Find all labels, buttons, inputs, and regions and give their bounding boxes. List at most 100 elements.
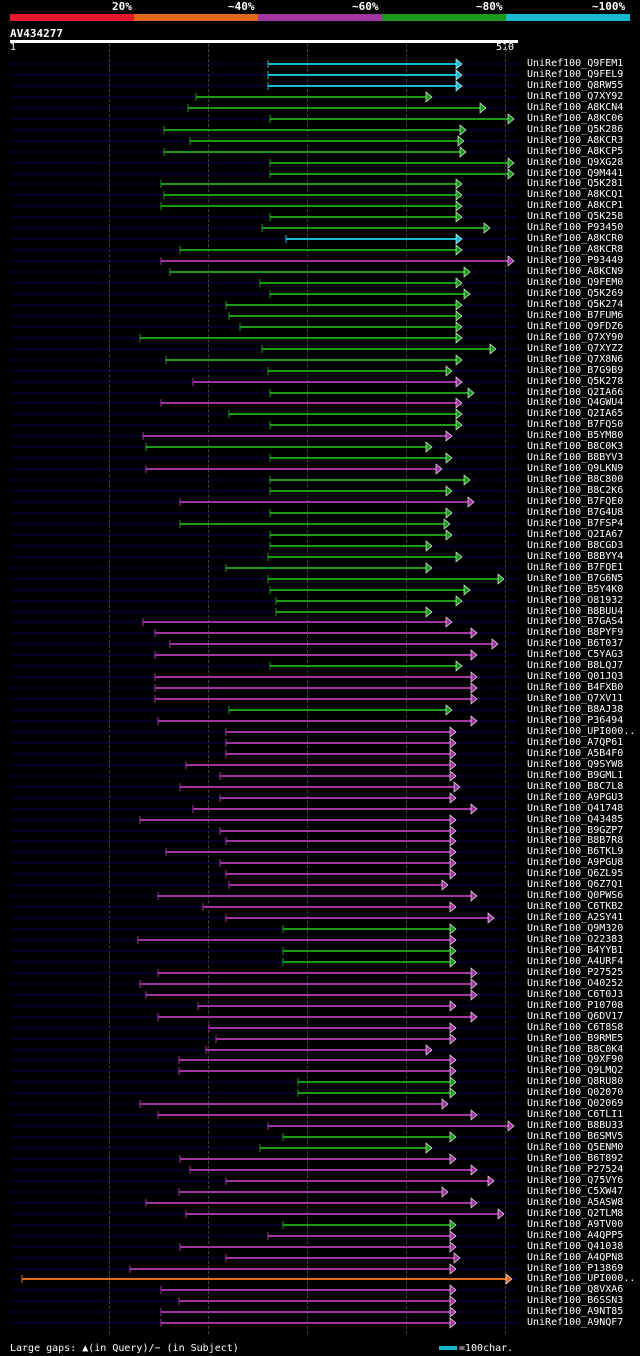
hit-name[interactable]: UniRef100_B8AJ38 <box>527 704 624 715</box>
hit-name[interactable]: UniRef100_B8BU33 <box>527 1120 624 1131</box>
hit-name[interactable]: UniRef100_Q41748 <box>527 803 624 814</box>
hit-name[interactable]: UniRef100_A8KCQ1 <box>527 189 624 200</box>
hit-name[interactable]: UniRef100_Q43485 <box>527 814 624 825</box>
hit-name[interactable]: UniRef100_A8KCN4 <box>527 102 624 113</box>
hit-name[interactable]: UniRef100_A8KC06 <box>527 113 624 124</box>
hit-name[interactable]: UniRef100_Q9LKN9 <box>527 463 624 474</box>
hit-name[interactable]: UniRef100_Q7X8N6 <box>527 354 624 365</box>
hit-name[interactable]: UniRef100_C6T8S8 <box>527 1022 624 1033</box>
hit-name[interactable]: UniRef100_A9NT85 <box>527 1306 624 1317</box>
hit-name[interactable]: UniRef100_Q7XV11 <box>527 693 624 704</box>
hit-name[interactable]: UniRef100_Q5ENM0 <box>527 1142 624 1153</box>
hit-name[interactable]: UniRef100_Q5K286 <box>527 124 624 135</box>
hit-name[interactable]: UniRef100_C6TLI1 <box>527 1109 624 1120</box>
hit-name[interactable]: UniRef100_Q41038 <box>527 1241 624 1252</box>
hit-name[interactable]: UniRef100_Q7XYZ2 <box>527 343 624 354</box>
hit-name[interactable]: UniRef100_P93449 <box>527 255 624 266</box>
hit-name[interactable]: UniRef100_B7G6N5 <box>527 573 624 584</box>
hit-name[interactable]: UniRef100_C6TKB2 <box>527 901 624 912</box>
hit-name[interactable]: UniRef100_Q2IA65 <box>527 408 624 419</box>
hit-name[interactable]: UniRef100_B5YM80 <box>527 430 624 441</box>
hit-name[interactable]: UniRef100_P10708 <box>527 1000 624 1011</box>
hit-name[interactable]: UniRef100_A9TV00 <box>527 1219 624 1230</box>
hit-name[interactable]: UniRef100_B7G9B9 <box>527 365 624 376</box>
hit-name[interactable]: UniRef100_A9NQF7 <box>527 1317 624 1328</box>
hit-name[interactable]: UniRef100_A5ASW8 <box>527 1197 624 1208</box>
hit-name[interactable]: UniRef100_B8C0K4 <box>527 1044 624 1055</box>
hit-name[interactable]: UniRef100_Q5K281 <box>527 178 624 189</box>
hit-name[interactable]: UniRef100_B8PYF9 <box>527 627 624 638</box>
hit-name[interactable]: UniRef100_Q2IA67 <box>527 529 624 540</box>
hit-name[interactable]: UniRef100_Q5K274 <box>527 299 624 310</box>
hit-name[interactable]: UniRef100_B8C800 <box>527 474 624 485</box>
hit-name[interactable]: UniRef100_Q01JQ3 <box>527 671 624 682</box>
hit-name[interactable]: UniRef100_B6T037 <box>527 638 624 649</box>
hit-name[interactable]: UniRef100_Q6DV17 <box>527 1011 624 1022</box>
hit-name[interactable]: UniRef100_Q2TLM8 <box>527 1208 624 1219</box>
hit-name[interactable]: UniRef100_Q6ZL95 <box>527 868 624 879</box>
hit-name[interactable]: UniRef100_Q9FEL9 <box>527 69 624 80</box>
hit-name[interactable]: UniRef100_B6T892 <box>527 1153 624 1164</box>
hit-name[interactable]: UniRef100_C5XW47 <box>527 1186 624 1197</box>
hit-name[interactable]: UniRef100_B8C0K3 <box>527 441 624 452</box>
hit-name[interactable]: UniRef100_B5Y4K0 <box>527 584 624 595</box>
hit-name[interactable]: UniRef100_B8B7R8 <box>527 835 624 846</box>
hit-name[interactable]: UniRef100_B8BYV3 <box>527 452 624 463</box>
hit-name[interactable]: UniRef100_A7QP61 <box>527 737 624 748</box>
hit-name[interactable]: UniRef100_B7FUM6 <box>527 310 624 321</box>
hit-name[interactable]: UniRef100_Q9XF90 <box>527 1054 624 1065</box>
hit-name[interactable]: UniRef100_Q9M441 <box>527 168 624 179</box>
hit-name[interactable]: UniRef100_B8CGD3 <box>527 540 624 551</box>
hit-name[interactable]: UniRef100_UPI000.. <box>527 726 636 737</box>
hit-name[interactable]: UniRef100_C5YAG3 <box>527 649 624 660</box>
hit-name[interactable]: UniRef100_Q9LMQ2 <box>527 1065 624 1076</box>
hit-name[interactable]: UniRef100_A4URF4 <box>527 956 624 967</box>
hit-name[interactable]: UniRef100_Q5K269 <box>527 288 624 299</box>
hit-name[interactable]: UniRef100_Q75VY6 <box>527 1175 624 1186</box>
hit-name[interactable]: UniRef100_A8KCR8 <box>527 244 624 255</box>
hit-name[interactable]: UniRef100_B7FQE1 <box>527 562 624 573</box>
hit-name[interactable]: UniRef100_B7GAS4 <box>527 616 624 627</box>
hit-name[interactable]: UniRef100_Q8VXA6 <box>527 1284 624 1295</box>
hit-name[interactable]: UniRef100_Q5K278 <box>527 376 624 387</box>
hit-name[interactable]: UniRef100_P36494 <box>527 715 624 726</box>
hit-name[interactable]: UniRef100_C6T0J3 <box>527 989 624 1000</box>
hit-name[interactable]: UniRef100_Q4GWU4 <box>527 397 624 408</box>
hit-name[interactable]: UniRef100_Q02070 <box>527 1087 624 1098</box>
hit-name[interactable]: UniRef100_B9RME5 <box>527 1033 624 1044</box>
hit-name[interactable]: UniRef100_B7FQE0 <box>527 496 624 507</box>
hit-name[interactable]: UniRef100_A9PGU3 <box>527 792 624 803</box>
hit-name[interactable]: UniRef100_O22383 <box>527 934 624 945</box>
hit-name[interactable]: UniRef100_P27525 <box>527 967 624 978</box>
hit-name[interactable]: UniRef100_Q2IA66 <box>527 387 624 398</box>
hit-name[interactable]: UniRef100_B6SMV5 <box>527 1131 624 1142</box>
hit-name[interactable]: UniRef100_P13869 <box>527 1263 624 1274</box>
hit-name[interactable]: UniRef100_B7FSP4 <box>527 518 624 529</box>
hit-name[interactable]: UniRef100_Q9XG28 <box>527 157 624 168</box>
hit-name[interactable]: UniRef100_Q6Z7Q1 <box>527 879 624 890</box>
hit-name[interactable]: UniRef100_B7FQS0 <box>527 419 624 430</box>
hit-name[interactable]: UniRef100_O81932 <box>527 595 624 606</box>
hit-name[interactable]: UniRef100_Q9FEM0 <box>527 277 624 288</box>
hit-name[interactable]: UniRef100_Q5K258 <box>527 211 624 222</box>
hit-name[interactable]: UniRef100_A8KCP1 <box>527 200 624 211</box>
hit-name[interactable]: UniRef100_Q9FDZ6 <box>527 321 624 332</box>
hit-name[interactable]: UniRef100_B4FXB0 <box>527 682 624 693</box>
hit-name[interactable]: UniRef100_B4YYB1 <box>527 945 624 956</box>
hit-name[interactable]: UniRef100_Q7XY92 <box>527 91 624 102</box>
hit-name[interactable]: UniRef100_UPI000.. <box>527 1273 636 1284</box>
hit-name[interactable]: UniRef100_Q0PWS6 <box>527 890 624 901</box>
hit-name[interactable]: UniRef100_B9GZP7 <box>527 825 624 836</box>
hit-name[interactable]: UniRef100_Q9SYW8 <box>527 759 624 770</box>
hit-name[interactable]: UniRef100_A4QPN8 <box>527 1252 624 1263</box>
hit-name[interactable]: UniRef100_P93450 <box>527 222 624 233</box>
hit-name[interactable]: UniRef100_A9PGU8 <box>527 857 624 868</box>
hit-name[interactable]: UniRef100_A8KCN9 <box>527 266 624 277</box>
hit-name[interactable]: UniRef100_Q8RW55 <box>527 80 624 91</box>
hit-name[interactable]: UniRef100_A8KCR0 <box>527 233 624 244</box>
hit-name[interactable]: UniRef100_Q9M320 <box>527 923 624 934</box>
hit-name[interactable]: UniRef100_A2SY41 <box>527 912 624 923</box>
hit-name[interactable]: UniRef100_Q7XY90 <box>527 332 624 343</box>
hit-name[interactable]: UniRef100_A5B4F0 <box>527 748 624 759</box>
hit-name[interactable]: UniRef100_A4QPP5 <box>527 1230 624 1241</box>
